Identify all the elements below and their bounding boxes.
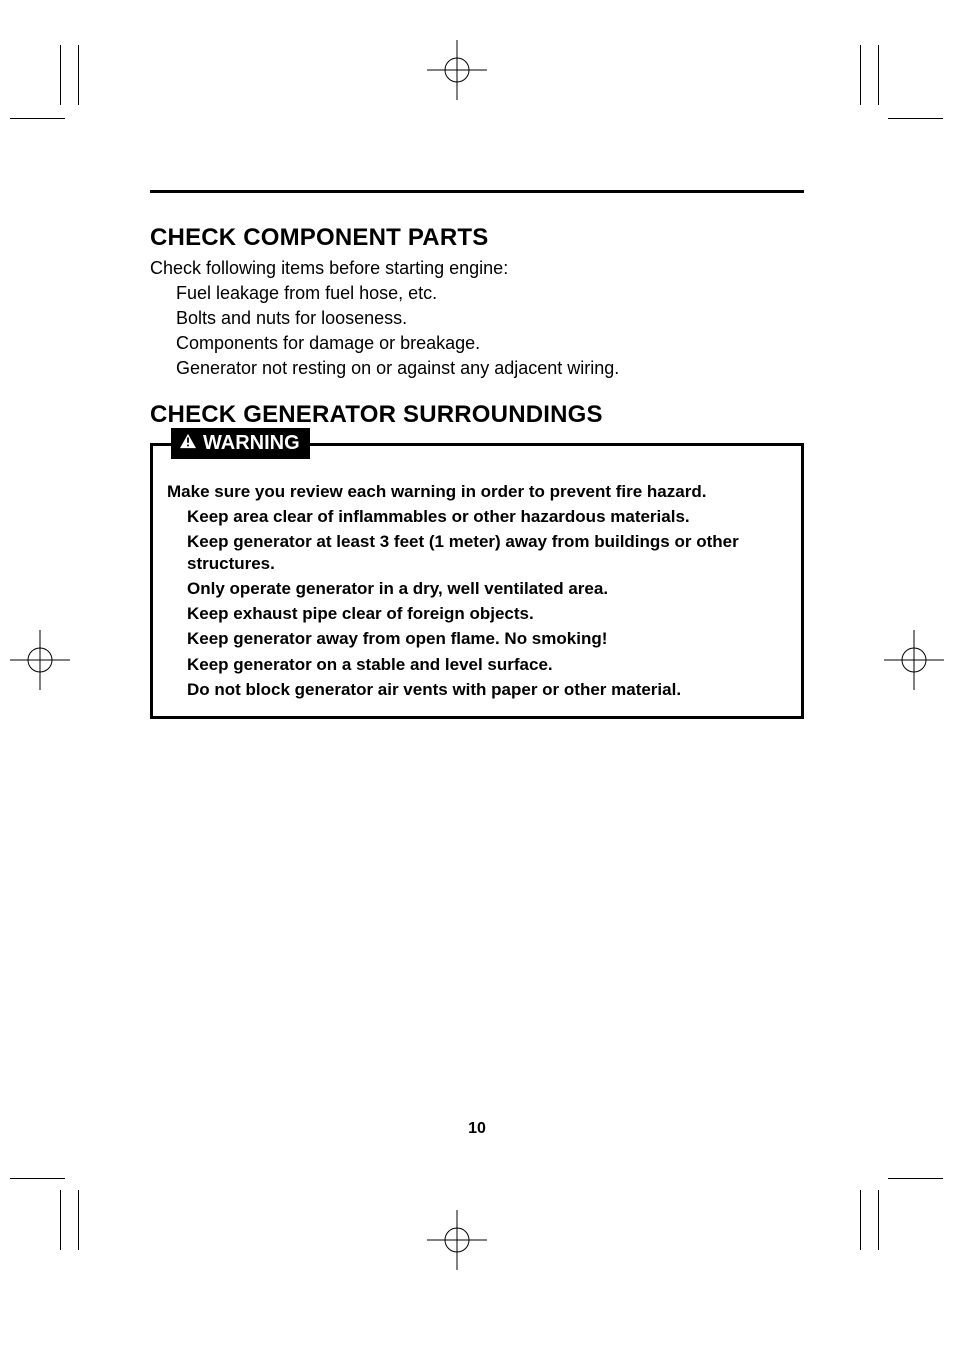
list-item: Fuel leakage from fuel hose, etc. <box>176 283 804 304</box>
list-item: Generator not resting on or against any … <box>176 358 804 379</box>
check-components-intro: Check following items before starting en… <box>150 258 804 279</box>
warning-tab: WARNING <box>171 428 310 459</box>
list-item: Keep area clear of inflammables or other… <box>187 506 787 527</box>
crop-mark <box>888 118 943 119</box>
list-item: Keep exhaust pipe clear of foreign objec… <box>187 603 787 624</box>
heading-check-components: CHECK COMPONENT PARTS <box>150 224 804 252</box>
page-number: 10 <box>0 1120 954 1138</box>
crop-mark <box>60 1190 61 1250</box>
list-item: Bolts and nuts for looseness. <box>176 308 804 329</box>
crop-mark <box>860 1190 861 1250</box>
crop-mark <box>10 118 65 119</box>
list-item: Components for damage or breakage. <box>176 333 804 354</box>
crop-mark <box>860 45 861 105</box>
crop-mark <box>878 1190 879 1250</box>
print-page: CHECK COMPONENT PARTS Check following it… <box>0 0 954 1348</box>
crop-mark <box>10 1178 65 1179</box>
crop-mark <box>78 1190 79 1250</box>
registration-mark-left <box>10 630 70 690</box>
list-item: Keep generator on a stable and level sur… <box>187 654 787 675</box>
crop-mark <box>878 45 879 105</box>
list-item: Do not block generator air vents with pa… <box>187 679 787 700</box>
registration-mark-right <box>884 630 944 690</box>
warning-label: WARNING <box>203 432 300 455</box>
content-area: CHECK COMPONENT PARTS Check following it… <box>150 190 804 1158</box>
list-item: Keep generator at least 3 feet (1 meter)… <box>187 531 787 574</box>
check-components-list: Fuel leakage from fuel hose, etc. Bolts … <box>150 283 804 379</box>
warning-box: WARNING Make sure you review each warnin… <box>150 443 804 719</box>
heading-check-surroundings: CHECK GENERATOR SURROUNDINGS <box>150 401 804 429</box>
warning-intro: Make sure you review each warning in ord… <box>167 482 787 502</box>
warning-list: Keep area clear of inflammables or other… <box>167 506 787 700</box>
crop-mark <box>60 45 61 105</box>
list-item: Keep generator away from open flame. No … <box>187 628 787 649</box>
warning-triangle-icon <box>179 432 197 455</box>
list-item: Only operate generator in a dry, well ve… <box>187 578 787 599</box>
registration-mark-bottom <box>427 1210 487 1270</box>
crop-mark <box>78 45 79 105</box>
registration-mark-top <box>427 40 487 100</box>
crop-mark <box>888 1178 943 1179</box>
